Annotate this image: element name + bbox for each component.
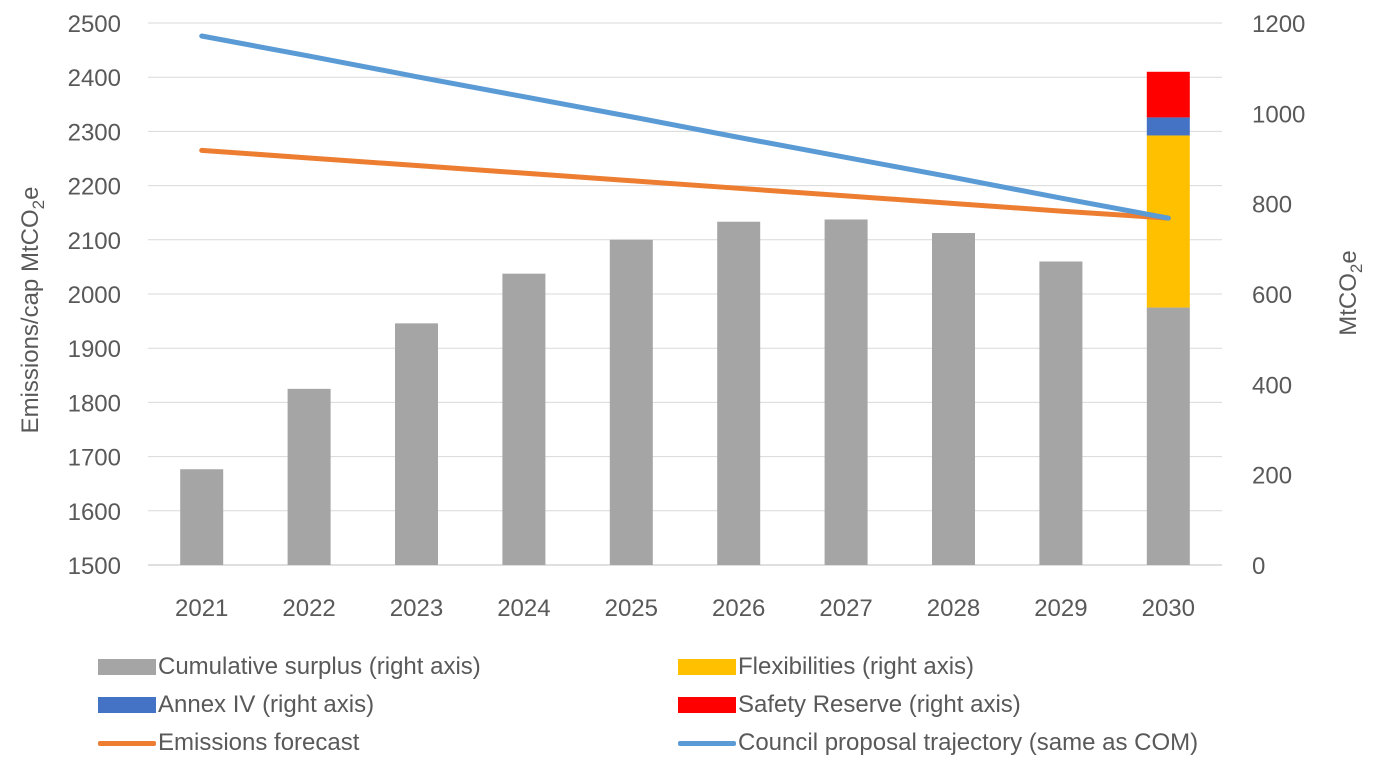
series-line (199, 33, 1171, 221)
legend-item: Annex IV (right axis) (98, 686, 374, 724)
x-tick-label: 2028 (927, 595, 980, 622)
bars (180, 71, 1190, 566)
bar-segment (502, 273, 546, 565)
legend-item: Emissions forecast (98, 724, 359, 762)
bar-segment (609, 239, 653, 566)
right-tick-label: 1200 (1252, 11, 1305, 38)
bar-segment (180, 469, 224, 565)
series-line (199, 147, 1171, 221)
legend-label: Council proposal trajectory (same as COM… (738, 729, 1199, 756)
left-tick-label: 2000 (68, 282, 121, 309)
left-tick-label: 1900 (68, 336, 121, 363)
right-tick-label: 1000 (1252, 101, 1305, 128)
bar-segment (1146, 307, 1190, 565)
x-tick-label: 2023 (390, 595, 443, 622)
bar-segment (932, 233, 975, 565)
legend-swatch (678, 697, 736, 713)
legend-swatch (678, 740, 736, 746)
lines (199, 33, 1171, 221)
legend-label: Cumulative surplus (right axis) (158, 653, 481, 680)
right-tick-label: 0 (1252, 553, 1265, 580)
right-tick-label: 800 (1252, 192, 1292, 219)
right-axis-title: MtCO2e (1335, 250, 1366, 336)
legend-swatch (98, 697, 156, 713)
legend-item: Cumulative surplus (right axis) (98, 648, 481, 686)
legend-label: Flexibilities (right axis) (738, 653, 975, 680)
left-tick-label: 2300 (68, 119, 121, 146)
left-tick-label: 2100 (68, 228, 121, 255)
legend-swatch (678, 659, 736, 675)
chart: 1500160017001800190020002100220023002400… (17, 11, 1366, 622)
legend-label: Annex IV (right axis) (158, 691, 375, 718)
left-tick-label: 1700 (68, 445, 121, 472)
bar-segment (824, 219, 868, 565)
bar-segment (1146, 117, 1190, 136)
left-tick-label: 1500 (68, 553, 121, 580)
left-axis-ticks: 1500 1600 1700 1800 1900 2000 2100 2200 2300 2400… (68, 11, 121, 580)
x-tick-label: 2026 (712, 595, 765, 622)
legend-swatch (98, 659, 156, 675)
x-tick-label: 2029 (1034, 595, 1087, 622)
left-tick-label: 2400 (68, 65, 121, 92)
x-tick-label: 2024 (497, 595, 550, 622)
legend-label: Emissions forecast (158, 729, 360, 756)
legend-item: Flexibilities (right axis) (678, 648, 974, 686)
bar-segment (1146, 71, 1190, 118)
x-tick-label: 2021 (175, 595, 228, 622)
bar-segment (717, 221, 761, 565)
bar-segment (1146, 135, 1190, 308)
bar-segment (287, 388, 331, 565)
left-tick-label: 2500 (68, 11, 121, 38)
left-tick-label: 1800 (68, 390, 121, 417)
legend-label: Safety Reserve (right axis) (738, 691, 1021, 718)
bar-segment (1039, 261, 1083, 565)
x-tick-label: 2025 (605, 595, 658, 622)
left-tick-label: 1600 (68, 499, 121, 526)
x-tick-label: 2030 (1142, 595, 1195, 622)
right-tick-label: 200 (1252, 463, 1292, 490)
right-tick-label: 400 (1252, 372, 1292, 399)
x-axis-ticks: 2021 2022 2023 2024 2025 2026 2027 2028 2029 2030 (175, 595, 1195, 622)
x-tick-label: 2022 (282, 595, 335, 622)
left-tick-label: 2200 (68, 174, 121, 201)
right-axis-ticks: 0 200 400 600 800 1000 1200 (1252, 11, 1305, 580)
legend: Cumulative surplus (right axis) Flexibili… (98, 648, 1338, 768)
left-axis-title: Emissions/cap MtCO2e (17, 187, 48, 434)
legend-item: Safety Reserve (right axis) (678, 686, 1021, 724)
x-tick-label: 2027 (819, 595, 872, 622)
right-tick-label: 600 (1252, 282, 1292, 309)
bar-segment (395, 323, 438, 565)
legend-swatch (98, 740, 156, 746)
legend-item: Council proposal trajectory (same as COM… (678, 724, 1198, 762)
